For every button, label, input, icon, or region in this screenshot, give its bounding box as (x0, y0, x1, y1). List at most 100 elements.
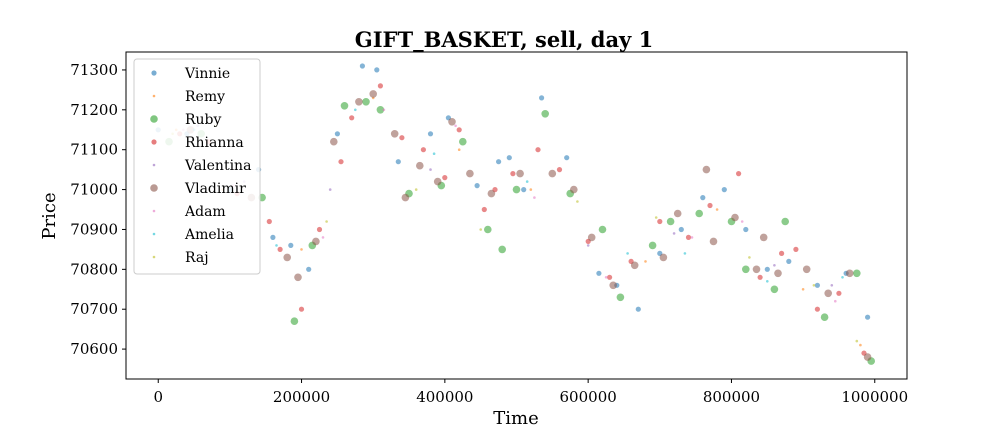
point-vladimir-3 (294, 273, 302, 282)
point-rhianna-12 (442, 175, 448, 181)
point-vinnie-5 (288, 242, 294, 248)
point-raj-8 (812, 284, 816, 287)
legend: Vinnie Remy Ruby Rhianna Valentina Vladimir Ad… (133, 58, 261, 275)
point-valentina-2 (328, 188, 332, 191)
point-raj-9 (855, 339, 859, 343)
y-tick-label: 70800 (70, 260, 118, 278)
points-layer (155, 63, 875, 365)
point-vladimir-18 (587, 233, 596, 242)
point-valentina-3 (429, 168, 432, 171)
point-adam-6 (604, 276, 608, 279)
point-vladimir-5 (330, 137, 338, 146)
series-rhianna (177, 83, 867, 356)
point-rhianna-3 (266, 218, 272, 225)
x-tick-label: 400000 (416, 388, 473, 406)
legend-label-amelia: Amelia (184, 227, 234, 243)
y-tick-label: 71300 (70, 61, 118, 79)
legend-marker-rhianna (151, 139, 157, 145)
legend-marker-amelia (152, 232, 156, 236)
point-vladimir-10 (416, 161, 424, 170)
point-vladimir-32 (863, 353, 872, 361)
point-vladimir-27 (759, 233, 768, 242)
point-vladimir-22 (673, 209, 682, 218)
point-adam-7 (690, 236, 694, 239)
y-tick-label: 70900 (70, 220, 118, 238)
y-tick-label: 71200 (70, 101, 118, 119)
point-rhianna-27 (779, 250, 785, 256)
point-vinnie-11 (427, 131, 434, 137)
point-vladimir-20 (630, 261, 639, 270)
point-ruby-20 (695, 209, 703, 218)
legend-label-rhianna: Rhianna (185, 135, 244, 151)
x-tick-label: 1000000 (841, 388, 908, 406)
point-rhianna-29 (814, 306, 821, 312)
point-adam-3 (382, 108, 386, 112)
plot-frame (125, 51, 908, 380)
x-axis-ticks: 0 200000 400000 600000 800000 1000000 (153, 379, 908, 406)
point-rhianna-11 (420, 147, 426, 153)
point-rhianna-13 (456, 127, 462, 133)
point-ruby-3 (290, 317, 299, 326)
point-vinnie-10 (395, 159, 401, 165)
point-vinnie-6 (306, 266, 312, 272)
point-vinnie-17 (539, 95, 545, 101)
y-axis-ticks: 70600 70700 70800 70900 71000 71100 71200 71300 (70, 61, 126, 358)
point-rhianna-20 (607, 274, 613, 280)
legend-marker-raj (152, 255, 156, 259)
point-vladimir-24 (709, 237, 718, 246)
point-vladimir-7 (369, 90, 378, 98)
point-remy-8 (801, 288, 805, 291)
point-vladimir-23 (702, 165, 711, 174)
point-ruby-6 (362, 98, 370, 106)
point-vladimir-9 (401, 193, 410, 202)
point-ruby-10 (459, 137, 467, 146)
point-vinnie-26 (743, 226, 749, 233)
point-vladimir-14 (487, 189, 496, 198)
point-vladimir-30 (824, 289, 832, 298)
point-amelia-1 (275, 244, 278, 247)
point-remy-7 (715, 208, 719, 211)
series-remy (174, 96, 862, 347)
point-adam-5 (533, 196, 536, 199)
point-amelia-5 (626, 252, 629, 255)
point-vladimir-31 (845, 269, 854, 278)
point-rhianna-25 (736, 171, 742, 177)
point-vladimir-6 (355, 98, 363, 106)
point-rhianna-28 (793, 246, 799, 252)
point-rhianna-7 (338, 159, 344, 165)
point-vinnie-14 (496, 159, 502, 165)
y-axis-label: Price (39, 192, 60, 239)
point-amelia-3 (432, 152, 436, 155)
chart-title: GIFT_BASKET, sell, day 1 (355, 27, 653, 52)
point-raj-4 (479, 228, 483, 231)
point-rhianna-10 (399, 135, 405, 141)
point-vladimir-19 (609, 281, 617, 290)
series-vladimir (186, 90, 872, 361)
point-amelia-2 (354, 108, 357, 112)
legend-label-remy: Remy (185, 89, 225, 105)
legend-label-adam: Adam (184, 204, 226, 220)
point-vinnie-27 (764, 266, 770, 272)
point-amelia-6 (683, 252, 687, 255)
point-raj-5 (576, 200, 579, 203)
point-rhianna-30 (836, 290, 842, 296)
point-rhianna-17 (535, 147, 541, 153)
point-amelia-4 (525, 180, 529, 183)
point-vinnie-4 (270, 234, 276, 240)
point-vinnie-13 (474, 183, 480, 189)
point-vinnie-15 (506, 155, 512, 161)
point-valentina-5 (672, 232, 676, 235)
point-remy-9 (859, 343, 862, 347)
point-adam-9 (834, 299, 837, 303)
point-remy-6 (644, 260, 647, 263)
legend-marker-adam (152, 209, 156, 213)
point-vladimir-25 (731, 213, 739, 222)
point-vladimir-29 (802, 265, 811, 274)
point-ruby-23 (770, 285, 779, 294)
point-rhianna-24 (707, 202, 713, 209)
point-remy-4 (457, 148, 461, 151)
point-amelia-8 (841, 276, 844, 279)
y-tick-label: 70600 (70, 340, 118, 358)
legend-label-vladimir: Vladimir (184, 181, 246, 197)
point-ruby-17 (616, 293, 625, 302)
